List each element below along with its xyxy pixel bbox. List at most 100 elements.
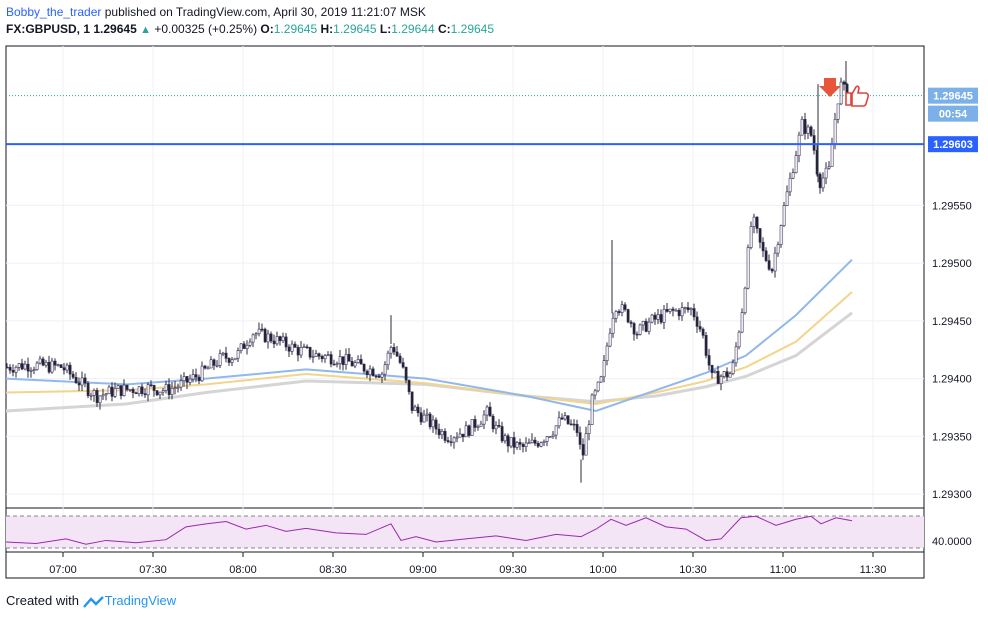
- candle-body: [764, 250, 768, 261]
- candle-body: [629, 321, 633, 324]
- candle-body: [725, 371, 729, 378]
- candle-body: [146, 384, 150, 396]
- candle-body: [719, 376, 723, 384]
- candle-body: [80, 377, 84, 386]
- candle-body: [794, 155, 798, 173]
- candle-body: [752, 216, 756, 227]
- candle-body: [545, 436, 549, 442]
- candle-body: [842, 81, 846, 85]
- candle-body: [434, 419, 438, 430]
- candle-body: [227, 358, 231, 363]
- candle-body: [395, 351, 399, 357]
- candle-body: [254, 333, 258, 336]
- price-axis-labels: 1.29300 1.29350 1.29400 1.29450 1.29500 1.295…: [932, 200, 972, 501]
- candle-body: [494, 424, 498, 430]
- candle-body: [563, 415, 567, 420]
- current-price-tag: 1.29645: [933, 91, 973, 103]
- candle-body: [413, 406, 417, 411]
- candle-body: [263, 328, 267, 343]
- candle-body: [44, 361, 48, 366]
- candle-body: [149, 384, 153, 386]
- candle-body: [278, 336, 282, 342]
- author-link[interactable]: Bobby_the_trader: [6, 5, 102, 19]
- current-price-tag-bg: [928, 87, 978, 104]
- candle-body: [332, 363, 336, 366]
- hline-price-tag-bg: [928, 136, 978, 153]
- candle-body: [482, 414, 486, 425]
- candle-body: [74, 377, 78, 384]
- candle-body: [152, 385, 156, 391]
- candle-body: [218, 353, 222, 366]
- footer: Created with TradingView: [6, 593, 176, 608]
- candle-body: [329, 354, 333, 365]
- candle-body: [182, 376, 186, 382]
- candle-body: [647, 321, 651, 332]
- candle-body: [287, 346, 291, 352]
- candle-body: [695, 316, 699, 327]
- candle-body: [653, 314, 657, 320]
- candle-body: [626, 309, 630, 323]
- grid-lines: [6, 46, 924, 557]
- candle-body: [548, 436, 552, 438]
- countdown-tag-bg: [928, 105, 978, 122]
- candle-body: [206, 367, 210, 370]
- candle-body: [236, 350, 240, 359]
- candle-body: [722, 371, 726, 377]
- candle-body: [575, 424, 579, 433]
- ema-mid-line: [5, 291, 853, 406]
- candle-body: [392, 347, 396, 353]
- candle-body: [47, 361, 51, 373]
- rsi-level-label: 40.0000: [932, 536, 972, 548]
- candle-body: [818, 173, 822, 189]
- candle-body: [164, 384, 168, 391]
- candle-body: [836, 103, 840, 120]
- candle-body: [704, 335, 708, 356]
- candle-body: [443, 430, 447, 441]
- candle-body: [581, 444, 585, 456]
- candle-body: [536, 443, 540, 447]
- candle-body: [569, 423, 573, 426]
- candle-body: [362, 363, 366, 372]
- candle-body: [839, 81, 843, 105]
- candle-body: [737, 331, 741, 348]
- candle-body: [170, 387, 174, 395]
- candle-body: [305, 346, 309, 349]
- candle-body: [473, 419, 477, 428]
- candle-body: [116, 385, 120, 389]
- candle-body: [185, 376, 189, 383]
- candle-body: [650, 314, 654, 323]
- candle-body: [92, 390, 96, 396]
- candle-body: [512, 437, 516, 448]
- candle-body: [710, 364, 714, 373]
- candle-body: [419, 412, 423, 423]
- candle-body: [743, 287, 747, 314]
- time-tick-label: 08:00: [229, 564, 257, 576]
- candle-body: [632, 323, 636, 335]
- candle-body: [245, 345, 249, 349]
- candle-body: [290, 343, 294, 352]
- candle-body: [383, 364, 387, 375]
- candle-body: [770, 268, 774, 272]
- candle-body: [623, 304, 627, 310]
- price-tick-label: 1.29500: [932, 258, 972, 270]
- candle-body: [347, 354, 351, 362]
- tradingview-brand[interactable]: TradingView: [104, 593, 177, 608]
- candles: [5, 61, 849, 483]
- horizontal-line[interactable]: [6, 95, 924, 146]
- candle-body: [740, 312, 744, 333]
- candle-body: [476, 426, 480, 428]
- candle-body: [50, 360, 54, 373]
- last-price: 1.29645: [93, 22, 137, 36]
- candle-body: [746, 247, 750, 289]
- candle-body: [440, 430, 444, 436]
- symbol-name[interactable]: FX:GBPUSD, 1: [6, 22, 91, 36]
- candle-body: [731, 362, 735, 374]
- time-tick-label: 07:30: [139, 564, 167, 576]
- candle-body: [104, 393, 108, 396]
- candle-body: [11, 369, 15, 373]
- close-value: 1.29645: [450, 22, 495, 36]
- candle-body: [371, 368, 375, 377]
- candle-body: [758, 228, 762, 243]
- candle-body: [554, 425, 558, 436]
